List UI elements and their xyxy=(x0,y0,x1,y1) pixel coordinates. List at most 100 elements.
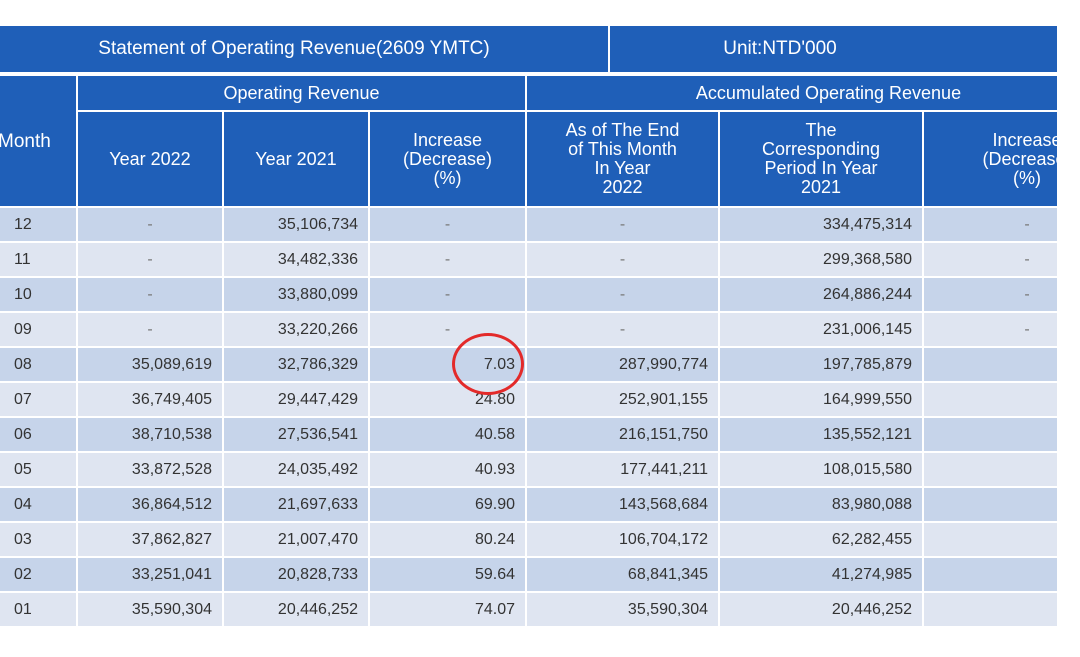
as-of-header-line: of This Month xyxy=(568,139,677,159)
increase-header-line: (Decrease) xyxy=(402,148,493,169)
year-2022-cell: 35,089,619 xyxy=(76,346,224,383)
accumulated-increase-cell: - xyxy=(921,276,1057,313)
corresponding-period-cell: 62,282,455 xyxy=(718,521,924,558)
table-row: 06 38,710,538 27,536,541 40.58 216,151,750 13… xyxy=(0,416,1057,453)
as-of-end-cell: - xyxy=(525,276,720,313)
year-2021-cell: 32,786,329 xyxy=(222,346,370,383)
accumulated-increase-cell: 53.2 xyxy=(921,381,1057,418)
corresponding-header-line: Corresponding xyxy=(761,139,881,159)
as-of-end-cell: - xyxy=(525,311,720,348)
corresponding-header-line: The xyxy=(805,120,837,140)
year-2022-cell: - xyxy=(76,276,224,313)
month-cell: 01 xyxy=(0,591,78,628)
table-row: 10-33,880,099- -264,886,244- xyxy=(0,276,1057,313)
corresponding-header-line: Period In Year xyxy=(764,158,878,178)
accumulated-increase-cell: 64.2 xyxy=(921,451,1057,488)
corresponding-period-cell: 83,980,088 xyxy=(718,486,924,523)
corresponding-period-cell: 299,368,580 xyxy=(718,241,924,278)
increase-cell: - xyxy=(368,276,527,313)
table-row: 05 33,872,528 24,035,492 40.93 177,441,211 10… xyxy=(0,451,1057,488)
month-cell: 02 xyxy=(0,556,78,593)
increase-cell: 80.24 xyxy=(368,521,527,558)
month-cell: 09 xyxy=(0,311,78,348)
month-cell: 03 xyxy=(0,521,78,558)
month-cell: 11 xyxy=(0,241,78,278)
revenue-statement: Statement of Operating Revenue(2609 YMTC… xyxy=(0,26,1057,628)
as-of-end-cell: 177,441,211 xyxy=(525,451,720,488)
year-2022-cell: 38,710,538 xyxy=(76,416,224,453)
accumulated-increase-cell: 70.9 xyxy=(921,486,1057,523)
year-2021-cell: 35,106,734 xyxy=(222,206,370,243)
table-body: 12-35,106,734- -334,475,314-11-34,482,336… xyxy=(0,206,1057,628)
table-row: 04 36,864,512 21,697,633 69.90 143,568,684 83… xyxy=(0,486,1057,523)
increase-header-line: (Decrease) xyxy=(982,148,1058,169)
corresponding-header-line: 2021 xyxy=(800,177,842,197)
table-row: 03 37,862,827 21,007,470 80.24 106,704,172 62… xyxy=(0,521,1057,558)
accumulated-revenue-header: Accumulated Operating Revenue xyxy=(524,74,1057,112)
as-of-end-cell: 68,841,345 xyxy=(525,556,720,593)
unit-label: Unit:NTD'000 xyxy=(723,38,837,59)
table-row: 02 33,251,041 20,828,733 59.64 68,841,345 41,… xyxy=(0,556,1057,593)
year-2022-header: Year 2022 xyxy=(76,110,224,208)
as-of-end-cell: - xyxy=(525,241,720,278)
top-margin xyxy=(0,0,1080,16)
corresponding-period-cell: 41,274,985 xyxy=(718,556,924,593)
as-of-end-cell: 35,590,304 xyxy=(525,591,720,628)
month-cell: 10 xyxy=(0,276,78,313)
accumulated-increase-cell: 74.0 xyxy=(921,591,1057,628)
increase-cell: 74.07 xyxy=(368,591,527,628)
as-of-end-cell: 106,704,172 xyxy=(525,521,720,558)
increase-cell: 69.90 xyxy=(368,486,527,523)
year-2022-cell: 33,872,528 xyxy=(76,451,224,488)
month-cell: 08 xyxy=(0,346,78,383)
operating-revenue-header: Operating Revenue xyxy=(76,74,527,112)
year-2021-cell: 20,446,252 xyxy=(222,591,370,628)
corresponding-period-cell: 334,475,314 xyxy=(718,206,924,243)
corresponding-period-cell: 108,015,580 xyxy=(718,451,924,488)
month-cell: 12 xyxy=(0,206,78,243)
corresponding-period-header: The Corresponding Period In Year 2021 xyxy=(718,110,924,208)
increase-cell: 7.03 xyxy=(368,346,527,383)
month-cell: 07 xyxy=(0,381,78,418)
increase-header-line: (%) xyxy=(433,167,462,188)
year-2022-cell: - xyxy=(76,206,224,243)
corresponding-period-cell: 164,999,550 xyxy=(718,381,924,418)
corresponding-period-cell: 264,886,244 xyxy=(718,276,924,313)
year-2021-header: Year 2021 xyxy=(222,110,370,208)
year-2021-cell: 33,220,266 xyxy=(222,311,370,348)
month-cell: 06 xyxy=(0,416,78,453)
as-of-header-line: As of The End xyxy=(565,120,680,140)
accumulated-increase-header: Increase (Decrease) (%) xyxy=(921,110,1058,208)
year-2021-cell: 34,482,336 xyxy=(222,241,370,278)
table-row: 01 35,590,304 20,446,252 74.07 35,590,304 20,… xyxy=(0,591,1057,628)
month-cell: 05 xyxy=(0,451,78,488)
revenue-table: Month Operating Revenue Accumulated Oper… xyxy=(0,74,1057,628)
increase-header: Increase (Decrease) (%) xyxy=(368,110,527,208)
year-2022-cell: 36,749,405 xyxy=(76,381,224,418)
corresponding-period-cell: 20,446,252 xyxy=(718,591,924,628)
as-of-end-cell: - xyxy=(525,206,720,243)
as-of-end-cell: 216,151,750 xyxy=(525,416,720,453)
accumulated-increase-cell: 66.7 xyxy=(921,556,1057,593)
accumulated-increase-cell: 45.6 xyxy=(921,346,1057,383)
as-of-end-cell: 252,901,155 xyxy=(525,381,720,418)
year-2022-cell: - xyxy=(76,311,224,348)
year-2021-cell: 21,697,633 xyxy=(222,486,370,523)
corresponding-period-cell: 197,785,879 xyxy=(718,346,924,383)
increase-header-line: Increase xyxy=(992,129,1057,150)
increase-cell: 59.64 xyxy=(368,556,527,593)
as-of-end-cell: 143,568,684 xyxy=(525,486,720,523)
table-row: 12-35,106,734- -334,475,314- xyxy=(0,206,1057,243)
as-of-end-cell: 287,990,774 xyxy=(525,346,720,383)
increase-header-line: (%) xyxy=(1013,167,1042,188)
table-row: 07 36,749,405 29,447,429 24.80 252,901,155 16… xyxy=(0,381,1057,418)
year-2021-cell: 21,007,470 xyxy=(222,521,370,558)
increase-header-line: Increase xyxy=(412,129,483,150)
increase-cell: 24.80 xyxy=(368,381,527,418)
year-2021-cell: 27,536,541 xyxy=(222,416,370,453)
table-row: 11-34,482,336- -299,368,580- xyxy=(0,241,1057,278)
increase-cell: 40.93 xyxy=(368,451,527,488)
month-header: Month xyxy=(0,74,78,208)
accumulated-increase-cell: - xyxy=(921,241,1057,278)
corresponding-period-cell: 231,006,145 xyxy=(718,311,924,348)
